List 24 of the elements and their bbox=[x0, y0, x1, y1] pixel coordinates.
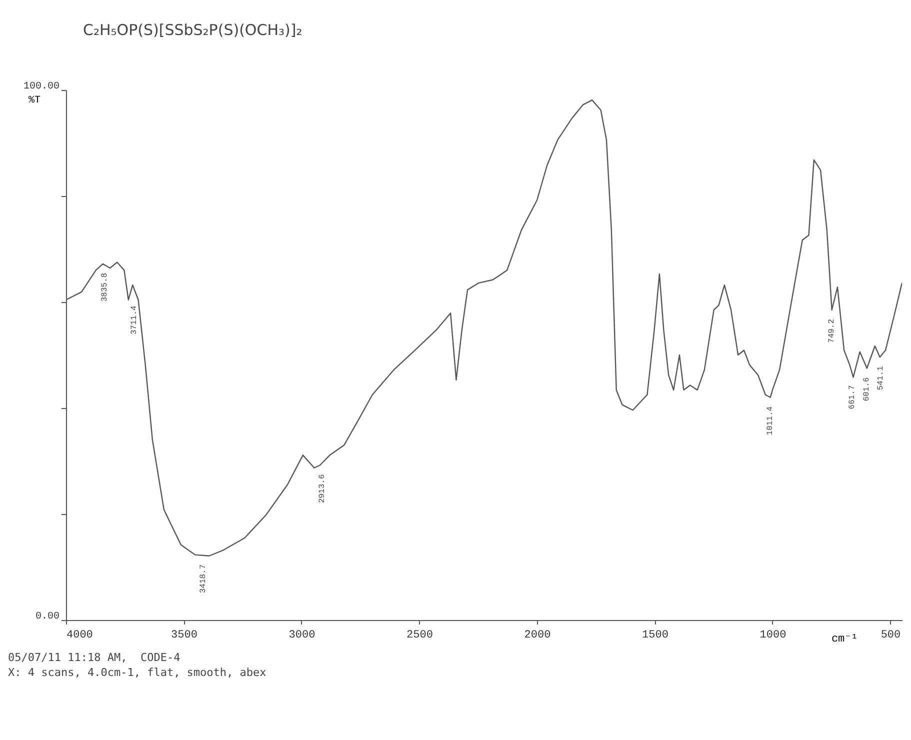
x-tick-label: 4000 bbox=[66, 630, 93, 642]
annotation: 3418.7 bbox=[198, 564, 208, 594]
annotation: 661.7 bbox=[848, 385, 858, 410]
x-tick-label: 2500 bbox=[406, 630, 433, 642]
annotation: 541.1 bbox=[876, 366, 886, 390]
text: 05/07/11 11:18 AM, CODE-4 bbox=[8, 651, 180, 664]
x-tick-label: 3000 bbox=[288, 630, 316, 642]
y-tick-label: 0.00 bbox=[35, 612, 60, 622]
y-axis-title: %T bbox=[28, 96, 41, 106]
annotation: 749.2 bbox=[828, 318, 837, 343]
chart-title: C₂H₅OP(S)[SSbS₂P(S)(OCH₃)]₂ bbox=[82, 21, 302, 39]
annotation: 2913.6 bbox=[318, 474, 327, 504]
x-tick-label: 1500 bbox=[642, 630, 668, 642]
annotation: 3711.4 bbox=[130, 306, 139, 335]
x-tick-label: 3500 bbox=[171, 630, 198, 642]
x-tick-label: 2000 bbox=[524, 630, 551, 642]
y-tick-label: 100.00 bbox=[23, 82, 60, 92]
annotation: 3835.8 bbox=[100, 272, 110, 302]
annotation: 1011.4 bbox=[766, 406, 775, 436]
x-tick-label: 1000 bbox=[760, 630, 786, 642]
x-tick-label: 500 bbox=[880, 630, 901, 642]
text: X: 4 scans, 4.0cm-1, flat, smooth, abex bbox=[8, 666, 266, 679]
x-axis-title: cm⁻¹ bbox=[831, 634, 858, 646]
annotation: 601.6 bbox=[862, 377, 872, 402]
